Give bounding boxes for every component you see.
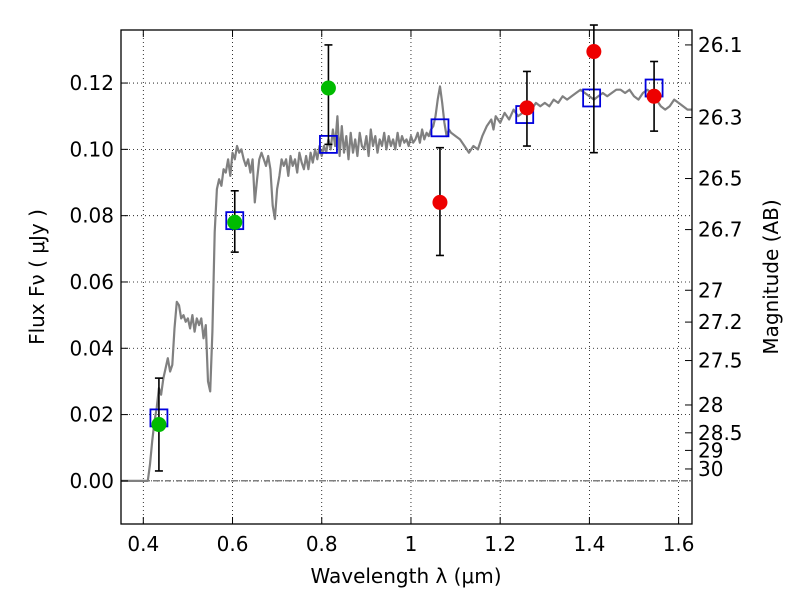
x-tick-label: 0.8 — [306, 532, 338, 556]
red-data-point — [519, 100, 535, 116]
x-tick-label: 1 — [405, 532, 418, 556]
x-axis-label: Wavelength λ (μm) — [310, 564, 501, 588]
model-box-marker — [430, 118, 450, 138]
right-tick-label: 27.5 — [698, 349, 743, 373]
y-axis-label: Flux Fν ( μJy ) — [25, 209, 49, 345]
y-tick-label: 0.00 — [69, 469, 114, 493]
right-tick-label: 29 — [698, 438, 723, 462]
right-tick-label: 30 — [698, 457, 723, 481]
y-tick-label: 0.06 — [69, 270, 114, 294]
y-axis-right-label: Magnitude (AB) — [759, 199, 783, 354]
plot-frame — [120, 29, 693, 525]
y-tick-label: 0.08 — [69, 204, 114, 228]
red-data-point — [646, 88, 662, 104]
red-data-point — [432, 194, 448, 210]
y-tick-label: 0.04 — [69, 336, 114, 360]
right-tick-label: 27 — [698, 278, 723, 302]
y-tick-label: 0.12 — [69, 71, 114, 95]
right-tick-label: 26.1 — [698, 33, 743, 57]
x-tick-label: 0.6 — [217, 532, 249, 556]
red-data-point — [586, 44, 602, 60]
x-tick-label: 1.4 — [573, 532, 605, 556]
green-data-point — [227, 214, 243, 230]
model-box-marker — [582, 88, 602, 108]
right-tick-label: 26.7 — [698, 218, 743, 242]
right-tick-label: 26.3 — [698, 106, 743, 130]
plot-background — [121, 30, 692, 524]
x-tick-label: 1.6 — [663, 532, 695, 556]
right-tick-label: 28.5 — [698, 421, 743, 445]
x-tick-label: 1.2 — [484, 532, 516, 556]
right-tick-label: 28 — [698, 393, 723, 417]
y-tick-label: 0.02 — [69, 403, 114, 427]
green-data-point — [151, 417, 167, 433]
x-tick-label: 0.4 — [127, 532, 159, 556]
errorbar-layer — [151, 24, 662, 472]
y-tick-label: 0.10 — [69, 137, 114, 161]
green-data-point — [320, 80, 336, 96]
right-tick-label: 27.2 — [698, 310, 743, 334]
model-spectrum-line — [121, 85, 692, 482]
axes: 0.4 0.6 0.8 1 1.2 1.4 1.6 0.00 0.02 0.04 0.06 0.08 0… — [69, 30, 743, 556]
right-tick-label: 26.5 — [698, 167, 743, 191]
